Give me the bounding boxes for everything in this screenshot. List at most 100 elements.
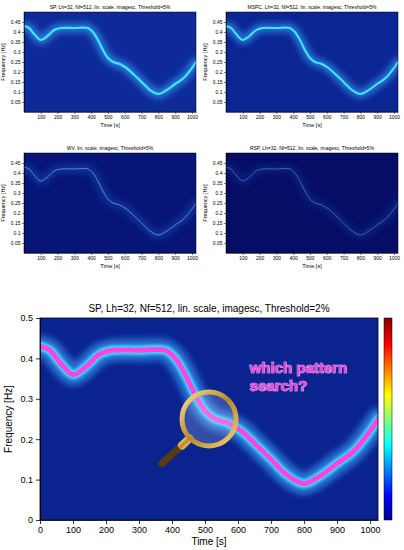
plot-area: [24, 167, 196, 235]
tick-mark: [22, 82, 24, 83]
tick-label: 200: [99, 525, 114, 535]
ridge-glow: [24, 26, 196, 94]
y-axis-title: Frequency [Hz]: [202, 184, 208, 222]
tick-label: 700: [264, 525, 279, 535]
tick: 1000: [187, 112, 198, 120]
tick-label: 600: [121, 255, 130, 261]
tick-mark: [36, 399, 40, 400]
ridge-line: [226, 26, 398, 94]
tick: 200: [54, 253, 63, 261]
tick-label: 900: [172, 114, 181, 120]
y-axis: 00.10.20.30.40.5: [20, 313, 40, 525]
tick-label: 300: [273, 255, 282, 261]
tick: 0.15: [213, 220, 226, 226]
panel: 10020030040050060070080090010000.050.10.…: [202, 145, 400, 269]
tick: 0.2: [14, 210, 24, 216]
tick-label: 400: [88, 255, 97, 261]
tick-mark: [106, 520, 107, 524]
tick: 0.4: [20, 354, 40, 364]
axis-line: [25, 253, 197, 254]
tick: 800: [155, 112, 164, 120]
tick-label: 600: [231, 525, 246, 535]
tick: 0.2: [216, 69, 226, 75]
tick: 0.35: [11, 39, 24, 45]
tick: 0.25: [11, 59, 24, 65]
tick-label: 900: [330, 525, 345, 535]
tick-label: 900: [172, 255, 181, 261]
tick-label: 1000: [361, 525, 381, 535]
tick-mark: [224, 82, 226, 83]
tick-label: 0.1: [216, 230, 223, 236]
tick-mark: [73, 520, 74, 524]
tick-label: 200: [256, 255, 265, 261]
tick: 500: [104, 253, 113, 261]
tick-mark: [22, 243, 24, 244]
tick: 0.25: [213, 200, 226, 206]
axis-line: [25, 112, 197, 113]
panel-title: SP, Lh=32, Nf=512, lin. scale, imagesc, …: [88, 303, 329, 314]
tick: 0.1: [14, 89, 24, 95]
tick: 200: [54, 112, 63, 120]
ridge-line: [226, 167, 398, 235]
tick-label: 0: [28, 515, 33, 525]
tick-label: 0.2: [216, 210, 223, 216]
tick: 400: [88, 253, 97, 261]
colorbar: [384, 318, 392, 520]
plot-background: [24, 12, 196, 112]
tick: 100: [66, 520, 81, 535]
tick-label: 0.1: [14, 89, 21, 95]
panel: 10020030040050060070080090010000.050.10.…: [202, 4, 400, 128]
tick: 0.2: [20, 435, 40, 445]
tick-mark: [224, 102, 226, 103]
tick-label: 0.4: [20, 354, 33, 364]
tick: 500: [306, 253, 315, 261]
tick-mark: [22, 32, 24, 33]
tick-label: 0.05: [213, 99, 223, 105]
panel-title: WV, lin. scale, imagesc, Threshold=5%: [67, 145, 154, 151]
tick: 600: [121, 112, 130, 120]
tick: 1000: [187, 253, 198, 261]
axis-line: [227, 112, 399, 113]
magnifier: [162, 392, 236, 464]
ridge-line: [24, 26, 196, 94]
tick-mark: [224, 22, 226, 23]
tick: 0.1: [216, 89, 226, 95]
tick: 0.4: [14, 29, 24, 35]
x-axis-title: Time [s]: [100, 263, 120, 269]
ridge-glow: [40, 346, 378, 483]
tick: 300: [273, 112, 282, 120]
tick: 0.05: [11, 99, 24, 105]
tick-label: 200: [54, 114, 63, 120]
tick-label: 800: [155, 255, 164, 261]
tick: 0.25: [11, 200, 24, 206]
tick-label: 600: [121, 114, 130, 120]
tick: 100: [239, 112, 248, 120]
tick: 100: [37, 112, 46, 120]
tick-mark: [36, 480, 40, 481]
tick: 600: [323, 112, 332, 120]
tick: 0: [38, 520, 43, 535]
tick-label: 0.3: [14, 190, 21, 196]
tick: 400: [88, 112, 97, 120]
plot-area: [226, 26, 398, 94]
axis-line: [226, 13, 227, 113]
plot-area: [40, 346, 378, 483]
tick: 800: [155, 253, 164, 261]
tick-mark: [304, 520, 305, 524]
tick-label: 0.3: [14, 49, 21, 55]
tick-label: 0.45: [11, 160, 21, 166]
tick-label: 700: [138, 255, 147, 261]
x-axis-title: Time [s]: [191, 536, 226, 547]
tick-mark: [22, 42, 24, 43]
panel-title: MSPC, Lh=32, Nf=512, lin. scale, imagesc…: [247, 4, 377, 10]
tick: 0.1: [216, 230, 226, 236]
tick-mark: [224, 62, 226, 63]
tick: 0.3: [216, 49, 226, 55]
tick: 500: [104, 112, 113, 120]
tick-label: 0.4: [14, 29, 21, 35]
tick-label: 100: [66, 525, 81, 535]
tick: 0.1: [20, 475, 40, 485]
tick: 0.05: [213, 240, 226, 246]
tick-label: 900: [374, 114, 383, 120]
tick-mark: [36, 520, 40, 521]
